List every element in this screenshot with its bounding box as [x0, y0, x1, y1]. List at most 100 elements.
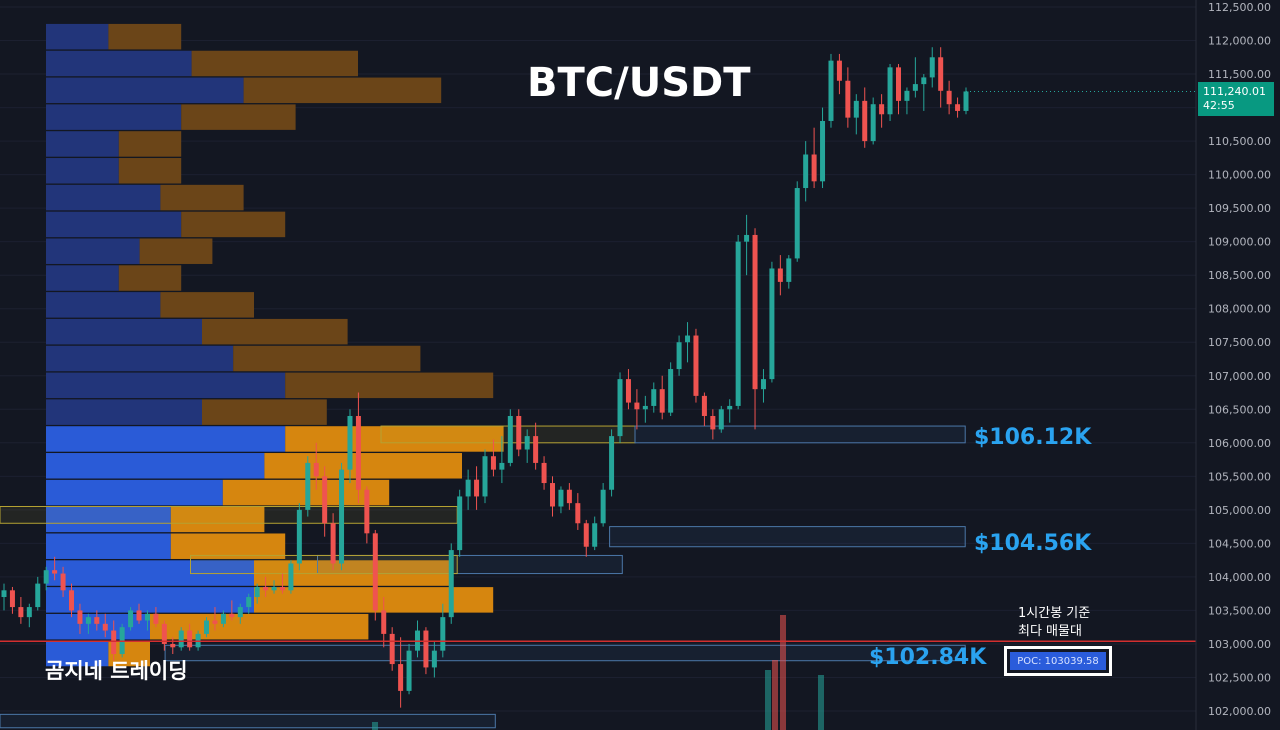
price-axis-tick-label: 109,000.00: [1208, 236, 1271, 249]
price-axis-tick-label: 103,000.00: [1208, 638, 1271, 651]
candle-body: [862, 100, 868, 142]
price-axis-tick-label: 110,000.00: [1208, 169, 1271, 182]
volume-profile-sell-bar: [139, 238, 213, 264]
candle-body: [279, 586, 285, 591]
volume-profile-sell-bar: [264, 453, 462, 479]
volume-profile-buy-bar: [46, 479, 223, 506]
volume-profile-sell-bar: [160, 292, 254, 318]
volume-profile-sell-bar: [191, 50, 358, 77]
candle-body: [946, 90, 952, 105]
price-zone: [190, 554, 458, 575]
price-zone: [164, 644, 966, 662]
candle-body: [524, 436, 530, 450]
price-axis-tick-label: 109,500.00: [1208, 202, 1271, 215]
price-zone: [317, 554, 623, 575]
volume-profile-sell-bar: [285, 372, 494, 399]
candle-body: [566, 489, 572, 504]
price-axis-tick-label: 105,000.00: [1208, 504, 1271, 517]
candle-body: [406, 650, 412, 691]
volume-profile-sell-bar: [118, 265, 182, 291]
poc-label: POC: 103039.58: [1010, 652, 1106, 670]
volume-bar: [780, 615, 786, 730]
candle-body: [718, 409, 724, 430]
poc-note-line2: 최다 매물대: [1018, 624, 1082, 639]
candle-body: [465, 479, 471, 497]
candle-body: [744, 234, 750, 242]
volume-profile-sell-bar: [202, 399, 327, 425]
candle-body: [381, 610, 387, 634]
candle-body: [229, 613, 235, 618]
candle-body: [533, 436, 539, 463]
volume-bar: [818, 675, 824, 730]
candle-body: [482, 456, 488, 497]
volume-profile-buy-bar: [46, 345, 234, 372]
poc-badge: POC: 103039.58: [1004, 646, 1112, 676]
candle-body: [144, 613, 150, 621]
candle-body: [651, 389, 657, 406]
candle-body: [955, 104, 961, 111]
candle-body: [1, 590, 7, 598]
volume-profile-sell-bar: [170, 506, 265, 533]
candle-body: [43, 570, 49, 584]
volume-bar: [372, 722, 378, 730]
candle-body: [575, 503, 581, 524]
volume-profile-sell-bar: [118, 158, 182, 184]
candle-body: [77, 610, 83, 624]
volume-profile-buy-bar: [46, 158, 119, 184]
volume-profile-buy-bar: [46, 50, 192, 77]
volume-profile-buy-bar: [46, 533, 171, 559]
price-zone: [0, 713, 496, 729]
candle-body: [111, 630, 117, 655]
price-axis-tick-label: 112,500.00: [1208, 1, 1271, 14]
brand-label: 곰지네 트레이딩: [45, 659, 188, 683]
candle-body: [558, 489, 564, 507]
price-axis-tick-label: 105,500.00: [1208, 470, 1271, 483]
price-axis-tick-label: 104,000.00: [1208, 571, 1271, 584]
poc-note-line1: 1시간봉 기준: [1018, 606, 1091, 621]
volume-profile-sell-bar: [285, 426, 504, 452]
candle-body: [912, 84, 918, 91]
candle-body: [431, 650, 437, 668]
candle-body: [212, 620, 218, 624]
candle-body: [347, 415, 353, 470]
volume-profile-sell-bar: [181, 211, 286, 238]
candle-body: [676, 342, 682, 370]
candle-body: [170, 643, 176, 648]
candle-body: [828, 60, 834, 121]
volume-profile-buy-bar: [46, 292, 161, 318]
candle-body: [820, 120, 826, 182]
candle-body: [305, 462, 311, 510]
candle-body: [364, 489, 370, 534]
candle-body: [187, 630, 193, 648]
candle-body: [296, 509, 302, 564]
candle-body: [246, 597, 252, 608]
volume-profile-buy-bar: [46, 184, 161, 211]
candle-body: [448, 550, 454, 618]
candle-body: [69, 590, 75, 611]
candle-body: [879, 104, 885, 115]
candle-body: [963, 91, 969, 111]
candle-body: [178, 630, 184, 648]
candle-body: [507, 415, 513, 463]
candle-body: [735, 241, 741, 406]
candle-body: [609, 436, 615, 490]
volume-profile-sell-bar: [108, 23, 182, 50]
candle-body: [811, 154, 817, 182]
candle-body: [457, 496, 463, 551]
candle-body: [271, 586, 277, 591]
candle-body: [752, 234, 758, 390]
chart-title: BTC/USDT: [527, 60, 751, 106]
candle-body: [490, 456, 496, 470]
candle-body: [870, 104, 876, 142]
volume-bar: [772, 660, 778, 730]
price-axis-tick-label: 102,500.00: [1208, 671, 1271, 684]
candle-body: [659, 389, 665, 413]
candle-body: [760, 379, 766, 390]
price-axis-tick-label: 107,000.00: [1208, 370, 1271, 383]
candle-body: [330, 523, 336, 564]
volume-profile-sell-bar: [202, 318, 348, 345]
candle-body: [161, 623, 167, 644]
candle-body: [685, 335, 691, 343]
